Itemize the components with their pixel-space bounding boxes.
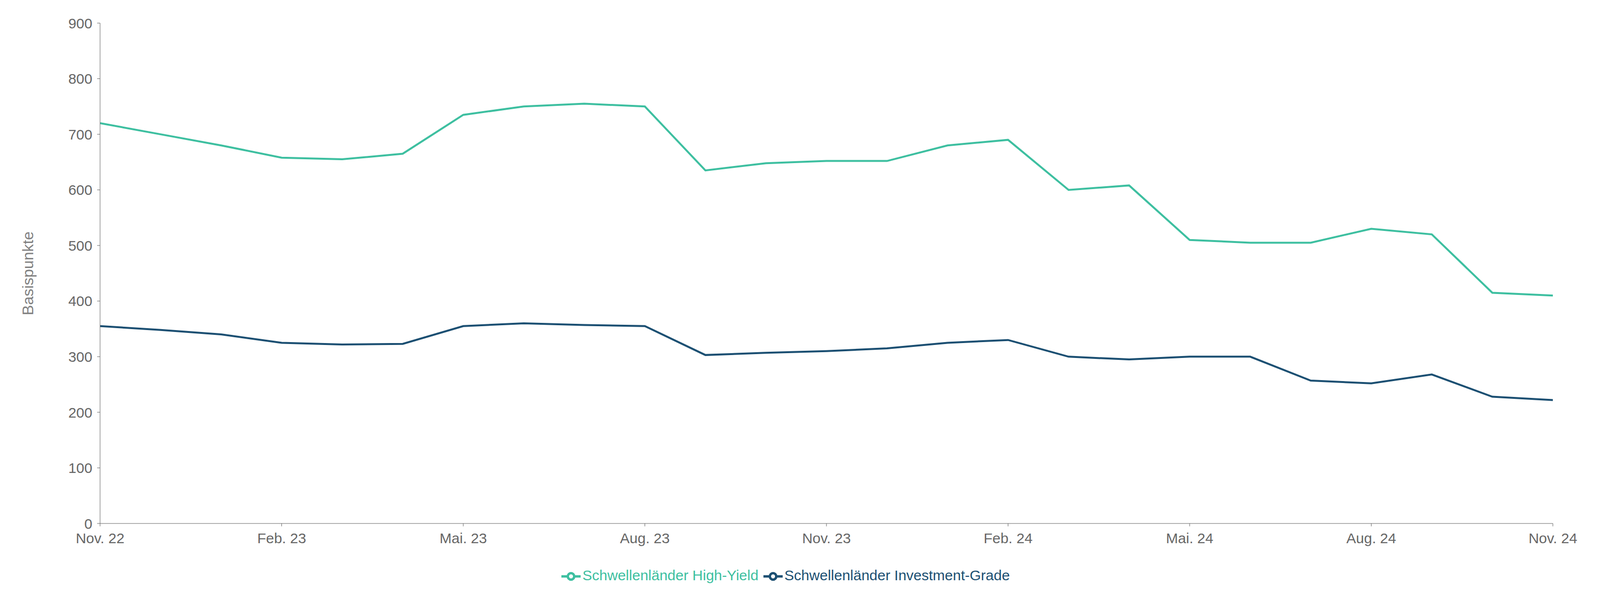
html-text:Schwellenländer Investment-Gra: Schwellenländer Investment-Grade <box>784 567 1010 583</box>
svg-text:Nov. 22: Nov. 22 <box>75 530 125 547</box>
svg-text:500: 500 <box>68 237 93 254</box>
svg-text:400: 400 <box>68 292 93 309</box>
svg-text:200: 200 <box>68 404 93 421</box>
svg-text:Feb. 23: Feb. 23 <box>257 530 307 547</box>
svg-text:800: 800 <box>68 70 93 87</box>
svg-text:600: 600 <box>68 181 93 198</box>
svg-text:Nov. 24: Nov. 24 <box>1528 530 1577 547</box>
svg-text:Basispunkte: Basispunkte <box>19 231 37 316</box>
svg-text:700: 700 <box>68 126 93 143</box>
svg-text:Aug. 24: Aug. 24 <box>1346 530 1397 547</box>
html-text:Schwellenländer High-Yield: Schwellenländer High-Yield <box>582 567 759 583</box>
svg-text:0: 0 <box>84 515 93 532</box>
svg-text:Mai. 24: Mai. 24 <box>1166 530 1214 547</box>
svg-text:900: 900 <box>68 15 93 32</box>
svg-text:Feb. 24: Feb. 24 <box>983 530 1033 547</box>
svg-text:Mai. 23: Mai. 23 <box>439 530 487 547</box>
svg-text:Nov. 23: Nov. 23 <box>801 530 851 547</box>
svg-text:300: 300 <box>68 348 93 365</box>
svg-text:Aug. 23: Aug. 23 <box>620 530 670 547</box>
svg-text:100: 100 <box>68 459 93 476</box>
